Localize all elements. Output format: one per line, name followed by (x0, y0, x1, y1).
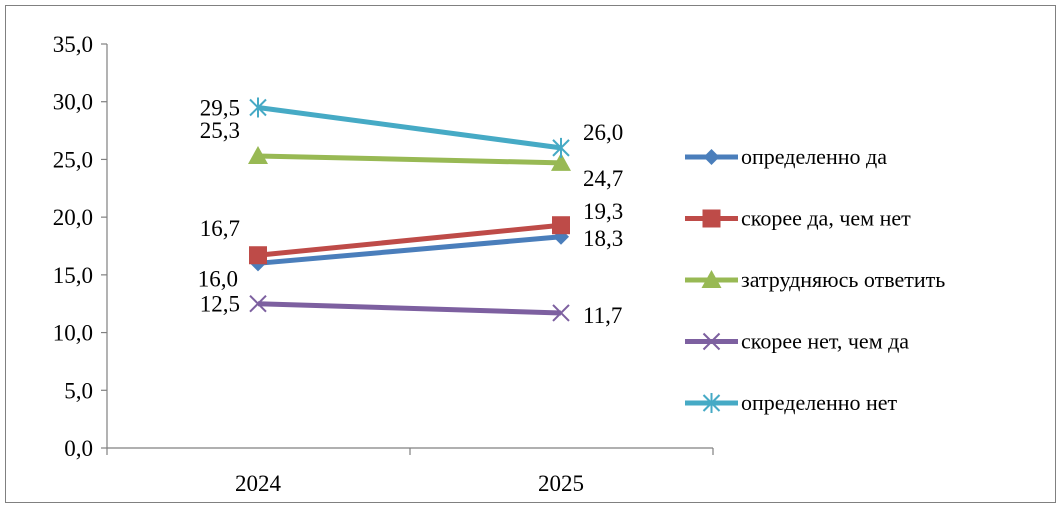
series-line (257, 105, 562, 151)
data-point (552, 137, 570, 158)
legend-item: определенно да (685, 144, 887, 169)
data-label: 19,3 (583, 199, 623, 224)
data-point (551, 152, 571, 171)
series-3 (249, 295, 570, 322)
y-tick-label: 20,0 (53, 205, 93, 230)
data-point (249, 97, 267, 118)
legend-label: определенно да (741, 144, 887, 169)
y-tick-label: 5,0 (64, 378, 93, 403)
data-point (248, 145, 268, 164)
legend-marker (703, 149, 720, 165)
x-axis-ticks: 2024 2025 (106, 448, 714, 496)
legend-label: определенно нет (741, 390, 898, 415)
y-tick-label: 0,0 (64, 436, 93, 461)
legend: определенно да скорее да, чем нет затрудня… (685, 144, 945, 415)
legend-marker (702, 332, 721, 351)
legend-item: скорее нет, чем да (685, 329, 909, 354)
x-category-label: 2024 (235, 471, 282, 496)
data-label: 12,5 (200, 292, 240, 317)
data-label: 16,7 (200, 216, 240, 241)
y-tick-label: 10,0 (53, 321, 93, 346)
legend-item: определенно нет (685, 390, 898, 415)
series-4 (249, 97, 570, 158)
x-category-label: 2025 (538, 471, 584, 496)
data-label: 29,5 (200, 95, 240, 120)
y-axis-ticks: 0,0 5,0 10,0 15,0 20,0 25,0 30,0 35,0 (53, 32, 107, 461)
series-line (257, 301, 562, 316)
series-1 (249, 216, 570, 265)
legend-item: затрудняюсь ответить (685, 267, 945, 292)
data-label: 18,3 (583, 226, 623, 251)
data-point (249, 295, 267, 313)
y-tick-label: 30,0 (53, 90, 93, 115)
legend-marker (702, 393, 721, 413)
legend-marker (701, 270, 722, 288)
series-line (257, 222, 562, 258)
data-point (552, 216, 570, 235)
series-layer (248, 97, 571, 322)
legend-label: скорее да, чем нет (741, 206, 911, 231)
series-line (257, 234, 562, 266)
data-point (552, 304, 570, 322)
y-tick-label: 35,0 (53, 32, 93, 57)
legend-label: скорее нет, чем да (741, 329, 909, 354)
y-tick-label: 25,0 (53, 147, 93, 172)
data-label: 16,0 (198, 266, 238, 291)
series-2 (248, 145, 571, 171)
data-label: 24,7 (583, 166, 623, 191)
legend-label: затрудняюсь ответить (741, 267, 945, 292)
series-line (257, 153, 562, 166)
legend-marker (702, 209, 721, 228)
chart-border (5, 5, 1056, 503)
y-tick-label: 15,0 (53, 263, 93, 288)
legend-item: скорее да, чем нет (685, 206, 911, 231)
data-labels: 16,0 18,3 16,7 19,3 25,3 24,7 12,5 11,7 29,5 26,0 (198, 95, 624, 327)
data-label: 11,7 (583, 303, 622, 328)
data-point (249, 246, 267, 265)
data-label: 25,3 (200, 118, 240, 143)
data-label: 26,0 (583, 120, 623, 145)
